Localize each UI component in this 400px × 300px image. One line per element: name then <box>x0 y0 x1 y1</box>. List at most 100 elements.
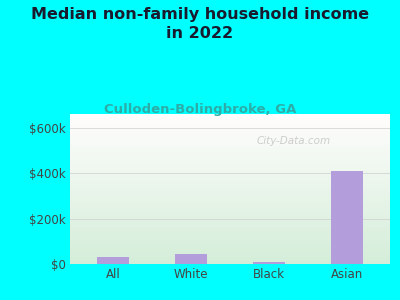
Bar <box>70 142 390 143</box>
Bar <box>70 206 390 207</box>
Bar <box>70 251 390 252</box>
Bar <box>70 255 390 256</box>
Bar <box>70 263 390 264</box>
Bar <box>70 224 390 225</box>
Bar <box>70 187 390 188</box>
Bar <box>70 177 390 178</box>
Bar <box>70 197 390 198</box>
Bar <box>70 214 390 215</box>
Bar <box>70 122 390 123</box>
Bar <box>70 153 390 154</box>
Bar <box>70 164 390 165</box>
Bar <box>70 195 390 196</box>
Bar <box>70 228 390 229</box>
Bar <box>70 139 390 140</box>
Bar <box>70 218 390 219</box>
Bar <box>70 236 390 237</box>
Bar <box>70 202 390 203</box>
Bar <box>70 191 390 192</box>
Bar <box>70 216 390 217</box>
Text: City-Data.com: City-Data.com <box>257 136 331 146</box>
Bar <box>70 238 390 239</box>
Bar <box>70 162 390 163</box>
Bar <box>70 158 390 159</box>
Bar <box>70 143 390 144</box>
Bar <box>70 115 390 116</box>
Bar <box>70 129 390 130</box>
Bar <box>70 231 390 232</box>
Bar <box>70 125 390 126</box>
Bar <box>70 160 390 161</box>
Bar <box>70 221 390 222</box>
Bar <box>70 152 390 153</box>
Bar <box>70 117 390 118</box>
Bar <box>70 169 390 170</box>
Bar <box>70 238 390 239</box>
Bar <box>70 239 390 240</box>
Bar <box>70 189 390 190</box>
Bar <box>70 116 390 117</box>
Bar <box>70 157 390 158</box>
Bar <box>70 178 390 179</box>
Bar <box>70 132 390 133</box>
Bar <box>70 213 390 214</box>
Bar <box>70 253 390 254</box>
Bar <box>70 184 390 185</box>
Bar <box>70 240 390 241</box>
Bar <box>70 260 390 261</box>
Bar <box>70 168 390 169</box>
Bar <box>70 198 390 199</box>
Bar <box>70 140 390 141</box>
Bar <box>70 246 390 247</box>
Bar <box>70 199 390 200</box>
Bar <box>70 181 390 182</box>
Bar <box>70 183 390 184</box>
Bar <box>70 133 390 134</box>
Bar <box>70 176 390 177</box>
Bar <box>70 171 390 172</box>
Bar <box>70 127 390 128</box>
Bar <box>70 209 390 210</box>
Bar <box>70 261 390 262</box>
Bar <box>70 166 390 167</box>
Bar <box>70 137 390 138</box>
Bar <box>70 161 390 162</box>
Bar <box>70 252 390 253</box>
Bar <box>70 190 390 191</box>
Bar <box>70 241 390 242</box>
Bar <box>70 136 390 137</box>
Text: Median non-family household income
in 2022: Median non-family household income in 20… <box>31 8 369 41</box>
Bar <box>70 220 390 221</box>
Bar <box>70 210 390 211</box>
Bar <box>70 180 390 181</box>
Bar <box>70 192 390 193</box>
Bar <box>70 249 390 250</box>
Bar <box>70 204 390 205</box>
Bar <box>70 179 390 180</box>
Bar <box>70 186 390 187</box>
Bar <box>70 223 390 224</box>
Bar <box>70 120 390 121</box>
Bar <box>70 150 390 151</box>
Bar <box>70 234 390 235</box>
Bar <box>70 243 390 244</box>
Bar <box>70 232 390 233</box>
Bar <box>70 149 390 150</box>
Bar <box>70 172 390 173</box>
Bar <box>70 145 390 146</box>
Bar <box>70 242 390 243</box>
Bar <box>70 165 390 166</box>
Bar <box>70 182 390 183</box>
Bar <box>70 227 390 228</box>
Bar <box>70 121 390 122</box>
Bar <box>70 151 390 152</box>
Bar <box>70 245 390 246</box>
Bar <box>174 254 207 264</box>
Bar <box>70 144 390 145</box>
Bar <box>70 225 390 226</box>
Bar <box>70 141 390 142</box>
Bar <box>70 118 390 119</box>
Bar <box>70 188 390 189</box>
Bar <box>70 258 390 259</box>
Bar <box>253 262 286 264</box>
